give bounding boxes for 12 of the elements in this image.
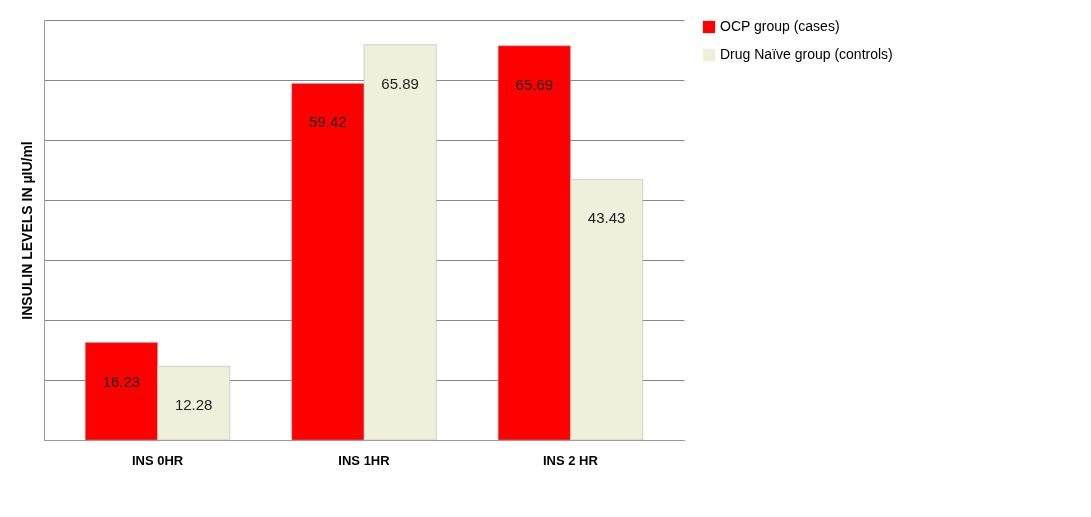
x-tick-label: INS 1HR bbox=[338, 452, 391, 468]
data-label: 59.42 bbox=[309, 113, 347, 131]
data-label: 43.43 bbox=[587, 209, 626, 227]
data-label: 12.28 bbox=[174, 396, 213, 414]
data-label: 65.69 bbox=[515, 75, 554, 93]
legend-label: Drug Naïve group (controls) bbox=[720, 46, 893, 62]
x-tick-label: INS 2 HR bbox=[543, 452, 599, 468]
data-label: 16.23 bbox=[102, 372, 141, 390]
legend-label: OCP group (cases) bbox=[720, 18, 840, 34]
data-label: 65.89 bbox=[381, 74, 419, 92]
y-axis-title: INSULIN LEVELS IN µIU/ml bbox=[18, 141, 35, 320]
x-tick-label: INS 0HR bbox=[131, 452, 184, 468]
